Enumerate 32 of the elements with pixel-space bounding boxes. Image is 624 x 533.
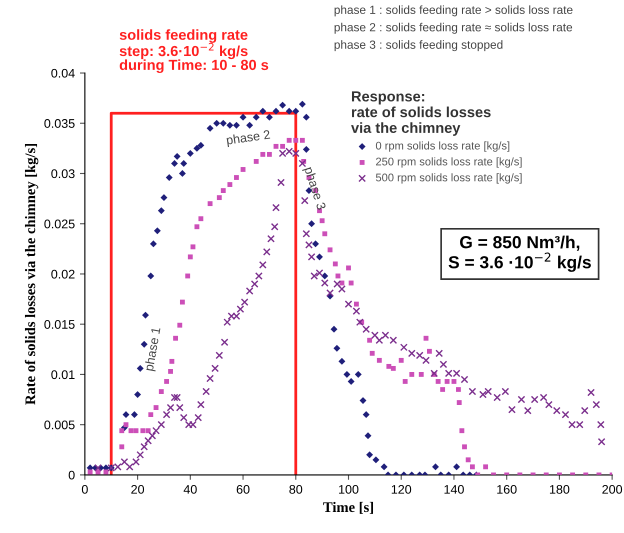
- x-tick-label: 60: [236, 484, 250, 494]
- x-tick-label: 40: [184, 484, 197, 494]
- y-tick-label: 0.03: [51, 169, 75, 178]
- x-tick-label: 80: [289, 484, 302, 494]
- x-tick-label: 0: [82, 484, 88, 494]
- annotation: phase 3: [302, 166, 326, 211]
- text: phase 1 : solids feeding rate > solids loss rate phase 2 : solids feeding rate ≈ solids loss rate phase 3 : solids feeding stopped: [334, 5, 573, 52]
- y-tick-label: 0.015: [44, 320, 75, 329]
- legend-title: Response: rate of solids losses via the chimney: [351, 91, 491, 136]
- x-tick-label: 200: [602, 484, 622, 494]
- legend-label: 250 rpm solids loss rate [kg/s]: [376, 157, 522, 168]
- x-tick-label: 100: [339, 484, 358, 494]
- y-tick-label: 0.04: [51, 68, 75, 78]
- annotation: G = 850 Nm³/h, S = 3.6 ·10$^{−2}$ kg/s: [448, 236, 591, 272]
- y-tick-label: 0.02: [51, 270, 75, 279]
- y-tick-label: 0: [68, 470, 75, 480]
- x-tick-label: 160: [497, 484, 517, 494]
- legend-label: 0 rpm solids loss rate [kg/s]: [376, 141, 510, 152]
- x-tick-label: 180: [550, 484, 570, 494]
- y-tick-label: 0.025: [44, 220, 75, 228]
- y-axis-title: Rate of solids losses via the chimney [kg/s]: [24, 144, 38, 405]
- legend-label: 500 rpm solids loss rate [kg/s]: [376, 173, 522, 184]
- annotation: phase 2: [226, 130, 271, 148]
- x-tick-label: 140: [444, 484, 464, 494]
- y-tick-label: 0.01: [51, 370, 75, 380]
- y-tick-label: 0.035: [44, 119, 75, 128]
- y-tick-label: 0.005: [44, 420, 75, 430]
- x-axis-title: Time [s]: [323, 502, 374, 514]
- x-tick-label: 120: [392, 484, 412, 494]
- annotation: solids feeding rate step: 3.6·10$^{−2}$ kg/s during Time: 10 - 80 s: [120, 29, 268, 74]
- annotation: phase 1: [144, 327, 163, 372]
- x-tick-label: 20: [131, 484, 144, 494]
